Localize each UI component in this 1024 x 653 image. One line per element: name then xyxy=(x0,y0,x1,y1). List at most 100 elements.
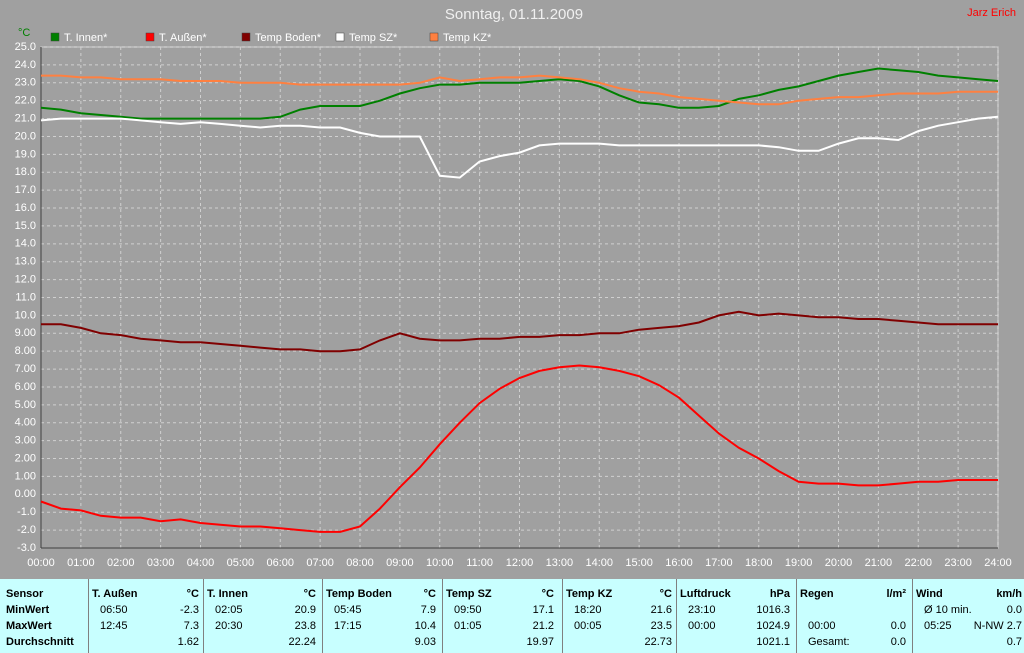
cell-time: 12:45 xyxy=(100,620,128,632)
cell-value: 1016.3 xyxy=(756,604,790,616)
y-unit: °C xyxy=(18,27,30,39)
x-tick-label: 20:00 xyxy=(825,557,853,569)
legend-label: T. Außen* xyxy=(159,32,207,44)
x-tick-label: 15:00 xyxy=(625,557,653,569)
x-tick-label: 03:00 xyxy=(147,557,175,569)
y-tick-label: 0.00 xyxy=(15,488,36,500)
series-line xyxy=(40,364,998,533)
y-tick-label: 1.00 xyxy=(15,470,36,482)
y-tick-label: 20.0 xyxy=(15,130,36,142)
column-separator xyxy=(562,579,563,653)
cell-value: 7.9 xyxy=(420,604,436,616)
cell-value: N-NW 2.7 xyxy=(973,620,1022,632)
x-tick-label: 13:00 xyxy=(546,557,574,569)
y-tick-label: 10.0 xyxy=(15,309,36,321)
cell-value: 1021.1 xyxy=(756,636,790,648)
series-line xyxy=(41,74,998,106)
cell-value: 0.0 xyxy=(1006,604,1022,616)
y-tick-label: 25.0 xyxy=(15,41,36,53)
column-unit: °C xyxy=(659,588,672,600)
cell-time: 02:05 xyxy=(215,604,243,616)
x-tick-label: 23:00 xyxy=(944,557,972,569)
legend-label: T. Innen* xyxy=(64,32,108,44)
x-tick-label: 06:00 xyxy=(266,557,294,569)
column-separator xyxy=(203,579,204,653)
x-tick-label: 07:00 xyxy=(306,557,334,569)
y-tick-label: 17.0 xyxy=(15,184,36,196)
cell-value: 10.4 xyxy=(414,620,436,632)
chart: Sonntag, 01.11.2009 Jarz Erich °C 25.0 24… xyxy=(15,6,1016,569)
y-tick-label: 4.00 xyxy=(15,417,36,429)
column-unit: hPa xyxy=(769,588,790,600)
x-tick-label: 10:00 xyxy=(426,557,454,569)
y-tick-label: 2.00 xyxy=(15,452,36,464)
column-separator xyxy=(322,579,323,653)
column-unit: °C xyxy=(303,588,316,600)
y-tick-label: 9.00 xyxy=(15,327,36,339)
y-tick-label: 24.0 xyxy=(15,59,36,71)
x-tick-label: 22:00 xyxy=(904,557,932,569)
cell-time: 18:20 xyxy=(574,604,602,616)
y-tick-label: 5.00 xyxy=(15,399,36,411)
legend-label: Temp KZ* xyxy=(443,32,492,44)
x-tick-label: 08:00 xyxy=(346,557,374,569)
x-tick-label: 00:00 xyxy=(27,557,55,569)
legend-label: Temp Boden* xyxy=(255,32,322,44)
cell-time: 06:50 xyxy=(100,604,128,616)
legend-swatch xyxy=(335,32,345,42)
y-tick-label: -1.0 xyxy=(17,506,36,518)
x-tick-label: 02:00 xyxy=(107,557,135,569)
x-tick-label: 16:00 xyxy=(665,557,693,569)
y-tick-label: -3.0 xyxy=(17,542,36,554)
cell-value: 0.7 xyxy=(1006,636,1022,648)
x-tick-label: 19:00 xyxy=(785,557,813,569)
column-name: Temp Boden xyxy=(326,588,392,600)
cell-time: Ø 10 min. xyxy=(924,604,972,616)
x-tick-label: 24:00 xyxy=(984,557,1012,569)
cell-value: 9.03 xyxy=(414,636,436,648)
column-unit: °C xyxy=(423,588,436,600)
x-tick-label: 21:00 xyxy=(865,557,893,569)
column-separator xyxy=(912,579,913,653)
cell-time: 00:00 xyxy=(808,620,836,632)
row-label: MinWert xyxy=(6,604,50,616)
cell-time: 17:15 xyxy=(334,620,362,632)
column-separator xyxy=(442,579,443,653)
legend-swatch xyxy=(145,32,155,42)
x-tick-label: 17:00 xyxy=(705,557,733,569)
cell-value: 23.5 xyxy=(650,620,672,632)
y-tick-label: 16.0 xyxy=(15,202,36,214)
chart-title: Sonntag, 01.11.2009 xyxy=(445,6,583,23)
cell-value: 21.2 xyxy=(532,620,554,632)
cell-value: 0.0 xyxy=(890,636,906,648)
series-line xyxy=(40,67,999,120)
author: Jarz Erich xyxy=(967,7,1016,19)
y-tick-label: 23.0 xyxy=(15,77,36,89)
legend-label: Temp SZ* xyxy=(349,32,398,44)
y-tick-label: 18.0 xyxy=(15,166,36,178)
series-line xyxy=(41,310,998,353)
table-header: Sensor xyxy=(6,588,44,600)
stats-table: Sensor T. Außen °C T. Innen °C Temp Boden °C Te… xyxy=(0,579,1024,653)
series-line xyxy=(40,115,999,179)
column-name: Wind xyxy=(916,588,943,600)
legend-swatch xyxy=(241,32,251,42)
cell-value: -2.3 xyxy=(180,604,199,616)
cell-value: 7.3 xyxy=(183,620,199,632)
column-unit: °C xyxy=(186,588,199,600)
x-tick-label: 14:00 xyxy=(585,557,613,569)
y-tick-label: 21.0 xyxy=(15,112,36,124)
y-tick-label: 3.00 xyxy=(15,435,36,447)
column-name: T. Innen xyxy=(207,588,248,600)
plot-area xyxy=(40,46,999,549)
column-name: Temp SZ xyxy=(446,588,492,600)
column-name: Regen xyxy=(800,588,834,600)
column-name: Temp KZ xyxy=(566,588,613,600)
cell-time: 01:05 xyxy=(454,620,482,632)
cell-time: Gesamt: xyxy=(808,636,850,648)
y-tick-label: 12.0 xyxy=(15,274,36,286)
cell-value: 1.62 xyxy=(177,636,199,648)
y-tick-label: 22.0 xyxy=(15,95,36,107)
column-name: T. Außen xyxy=(92,588,138,600)
